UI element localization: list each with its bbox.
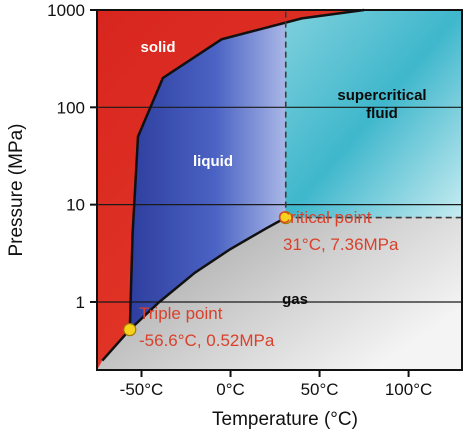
y-tick-label-2: 100: [57, 98, 85, 117]
triple-point-values: -56.6°C, 0.52MPa: [139, 331, 275, 350]
triple-point-marker: [123, 323, 137, 337]
solid-label: solid: [140, 39, 175, 56]
liquid-region: [129, 22, 286, 330]
y-tick-label-0: 1: [76, 293, 85, 312]
triple-point-label: Triple point: [139, 304, 223, 323]
gas-label: gas: [282, 291, 308, 308]
x-axis-ticks: -50°C 0°C 50°C 100°C: [120, 370, 432, 399]
critical-dashed-lines: [284, 10, 462, 219]
x-tick-label-3: 100°C: [385, 380, 432, 399]
gas-region: [97, 217, 462, 370]
supercritical-label: supercritical: [337, 87, 426, 104]
phase-points: [123, 211, 293, 337]
critical-point-marker: [279, 211, 293, 225]
x-tick-label-0: -50°C: [120, 380, 164, 399]
x-axis-title: Temperature (°C): [212, 409, 358, 430]
supercritical-region: [285, 10, 462, 218]
y-tick-label-3: 1000: [47, 1, 85, 20]
critical-point-label: Critical point: [278, 208, 372, 227]
y-axis-ticks: 1 10 100 1000: [47, 1, 97, 312]
fluid-label: fluid: [366, 105, 398, 122]
liquid-label: liquid: [193, 153, 233, 170]
y-tick-label-1: 10: [66, 196, 85, 215]
critical-point-values: 31°C, 7.36MPa: [283, 235, 399, 254]
y-axis-title: Pressure (MPa): [6, 123, 27, 256]
x-tick-label-1: 0°C: [216, 380, 245, 399]
melting-curve: [128, 8, 365, 330]
x-tick-label-2: 50°C: [301, 380, 339, 399]
plot-frame: [96, 9, 463, 371]
